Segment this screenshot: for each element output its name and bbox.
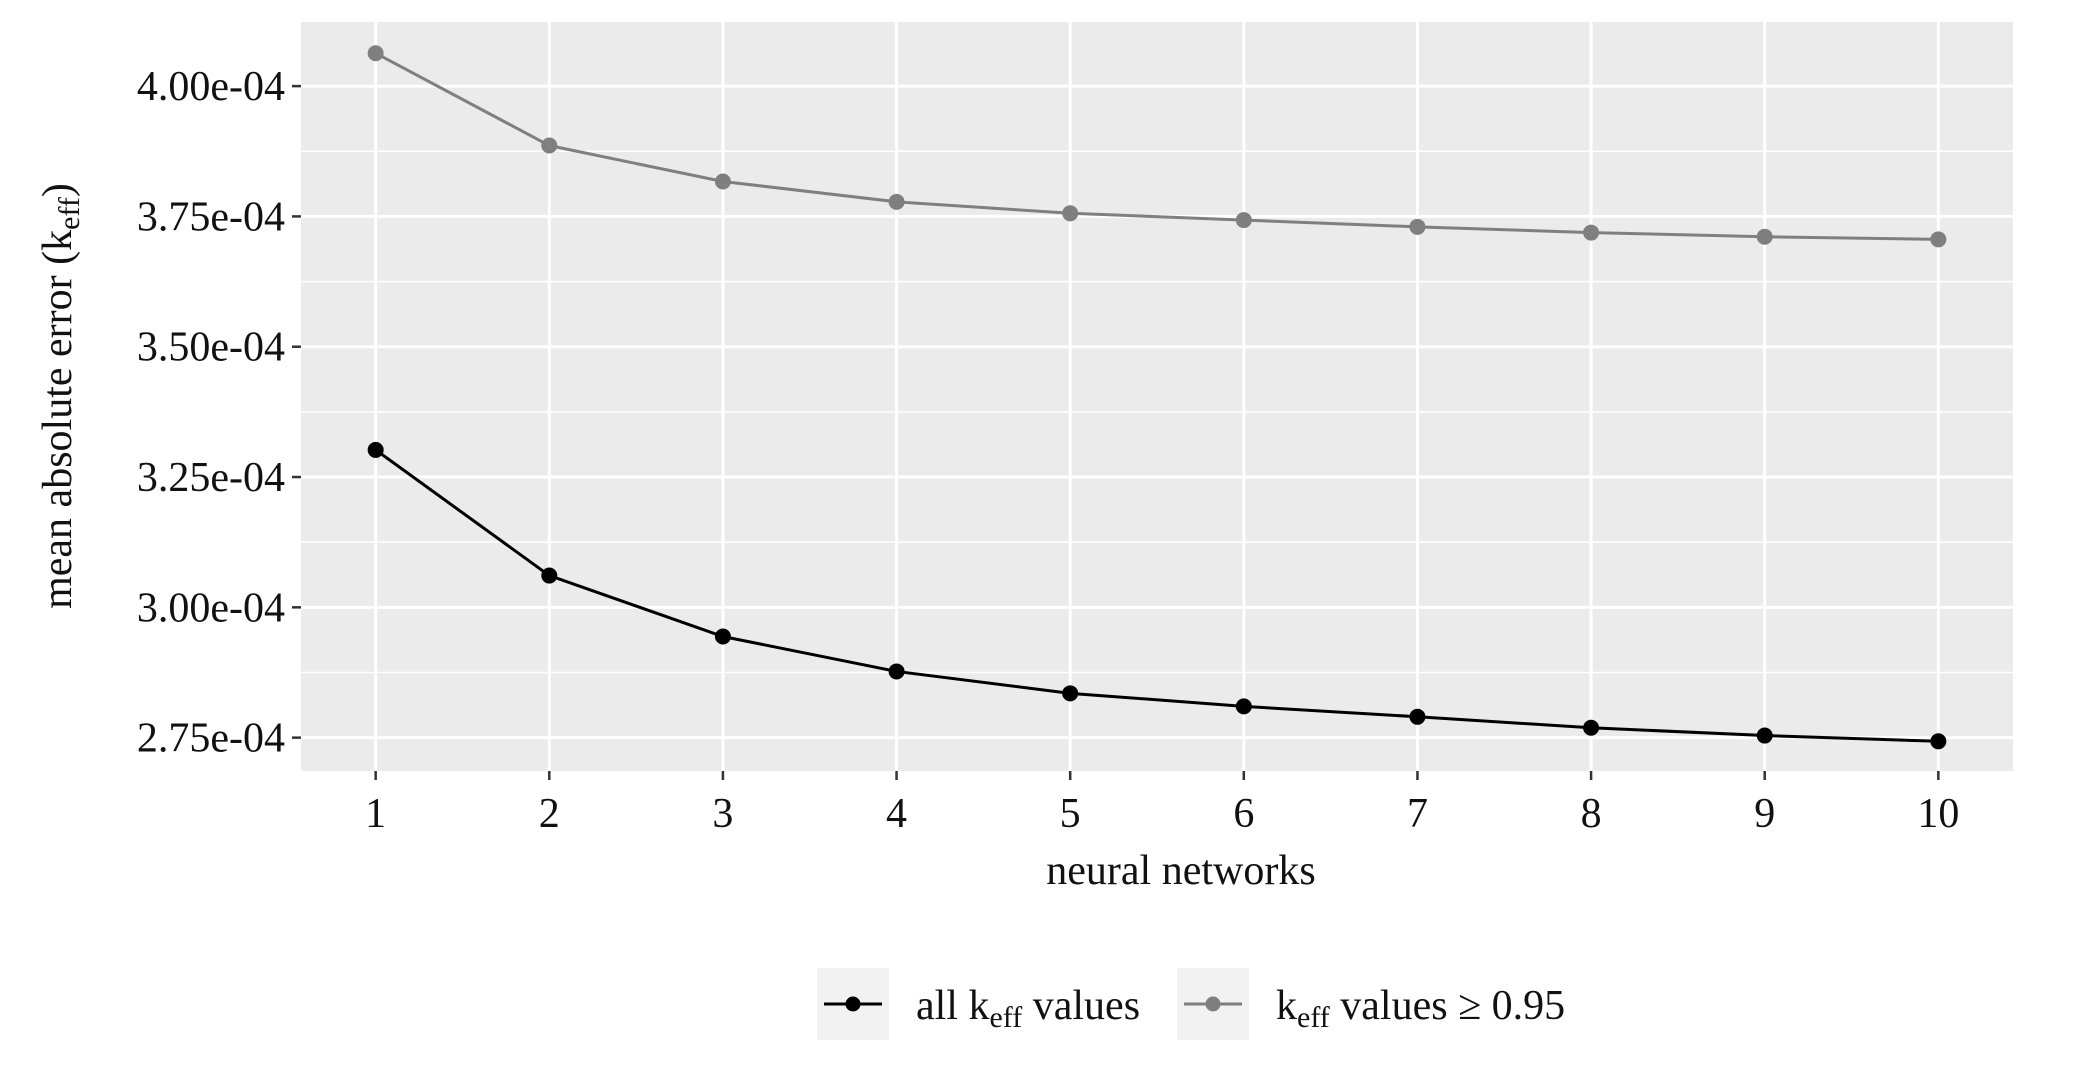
- legend-item-keff-values-ge-095: keff values ≥ 0.95: [1177, 968, 1565, 1040]
- series-line-high: [374, 51, 1939, 241]
- data-point-high: [714, 173, 731, 190]
- legend: all keff values keff values ≥ 0.95: [817, 968, 1565, 1040]
- x-tick-label: 4: [886, 791, 907, 837]
- data-point-high: [1756, 228, 1773, 245]
- y-tick-label: 3.75e-04: [137, 194, 285, 240]
- x-tick-label: 3: [712, 791, 733, 837]
- series-line-all: [374, 448, 1939, 743]
- x-tick-label: 6: [1233, 791, 1254, 837]
- y-tick-label: 3.25e-04: [137, 455, 285, 501]
- data-point-high: [367, 45, 384, 62]
- y-axis-title: mean absolute error (keff): [35, 183, 86, 609]
- data-point-all: [1583, 719, 1600, 736]
- data-point-all: [541, 567, 558, 584]
- legend-label-all-keff-values: all keff values: [916, 983, 1140, 1034]
- data-point-high: [1062, 205, 1079, 222]
- data-point-all: [888, 663, 905, 680]
- y-tick-labels: 2.75e-04 3.00e-04 3.25e-04 3.50e-04 3.75e-04…: [137, 64, 285, 762]
- y-tick-label: 3.50e-04: [137, 325, 285, 371]
- data-point-all: [714, 628, 731, 645]
- data-point-all: [1409, 708, 1426, 725]
- data-point-all: [1756, 727, 1773, 744]
- x-tick-label: 8: [1581, 791, 1602, 837]
- data-point-all: [1930, 733, 1947, 750]
- x-tick-label: 7: [1407, 791, 1428, 837]
- data-point-high: [1235, 212, 1252, 229]
- data-point-high: [1583, 224, 1600, 241]
- data-point-all: [1062, 685, 1079, 702]
- data-point-all: [1235, 698, 1252, 715]
- plot-panel: [301, 22, 2013, 771]
- x-tick-label: 2: [539, 791, 560, 837]
- data-point-all: [367, 441, 384, 458]
- legend-key-point-keff-values-ge-095: [1205, 996, 1221, 1012]
- series-layer: [367, 45, 1947, 750]
- data-point-high: [1409, 218, 1426, 235]
- y-axis-title-main: mean absolute error (k: [35, 230, 81, 609]
- data-point-high: [1930, 231, 1947, 248]
- data-point-high: [888, 193, 905, 210]
- legend-label-keff-values-ge-095: keff values ≥ 0.95: [1276, 983, 1565, 1034]
- minor-gridlines: [301, 150, 2013, 674]
- y-axis-title-subscript: eff: [53, 197, 86, 230]
- y-tick-label: 2.75e-04: [137, 716, 285, 762]
- y-tick-label: 4.00e-04: [137, 64, 285, 110]
- legend-item-all-keff-values: all keff values: [817, 968, 1140, 1040]
- y-axis-title-close: ): [35, 183, 81, 197]
- y-tick-label: 3.00e-04: [137, 585, 285, 631]
- x-tick-labels: 1 2 3 4 5 6 7 8 9 10: [365, 791, 1959, 837]
- major-gridlines: [301, 22, 2013, 771]
- x-axis-title: neural networks: [1046, 848, 1315, 894]
- data-point-high: [541, 137, 558, 154]
- x-tick-label: 9: [1754, 791, 1775, 837]
- axis-ticks: [292, 84, 1940, 780]
- x-tick-label: 1: [365, 791, 386, 837]
- x-tick-label: 5: [1060, 791, 1081, 837]
- legend-key-point-all-keff-values: [845, 996, 861, 1012]
- x-tick-label: 10: [1917, 791, 1959, 837]
